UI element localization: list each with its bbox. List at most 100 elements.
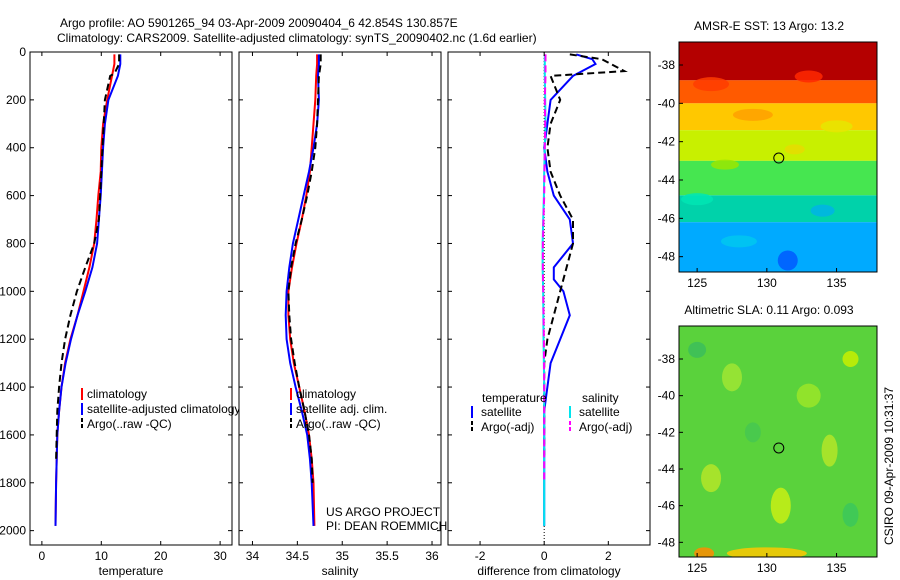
- y-tick-label: -38: [658, 58, 676, 72]
- y-tick-label: -44: [658, 173, 676, 187]
- series-temperature-satellite: [543, 53, 597, 526]
- x-tick-label: 0: [541, 549, 548, 563]
- plot-area: [239, 52, 441, 545]
- legend-label-argo-raw-qc: Argo(..raw -QC): [296, 417, 381, 431]
- legend-label-satellite-adj-clim: satellite adj. clim.: [296, 402, 387, 416]
- sst-texture: [732, 108, 773, 121]
- sst-texture: [820, 120, 853, 133]
- y-tick-label: 800: [6, 236, 26, 250]
- y-tick-label: 0: [19, 45, 26, 59]
- x-tick-label: 30: [213, 549, 227, 563]
- map-field: [679, 42, 877, 272]
- sst-band: [679, 222, 877, 272]
- map-title: Altimetric SLA: 0.11 Argo: 0.093: [684, 303, 854, 317]
- sla-texture: [688, 341, 707, 358]
- sst-band: [679, 80, 877, 104]
- y-tick-label: -48: [658, 535, 676, 549]
- y-tick-label: -38: [658, 352, 676, 366]
- map-frame: [678, 41, 878, 273]
- y-tick-label: 600: [6, 189, 26, 203]
- x-tick-label: 125: [687, 561, 707, 575]
- sla-texture: [694, 547, 715, 557]
- x-tick-label: -2: [475, 549, 486, 563]
- x-tick-label: 2: [605, 549, 612, 563]
- project-text: US ARGO PROJECT: [326, 505, 441, 519]
- series-salinity-argo-adj: [541, 54, 547, 483]
- sst-band: [679, 42, 877, 81]
- y-tick-label: 1800: [0, 476, 26, 490]
- y-tick-label: 200: [6, 93, 26, 107]
- y-tick-label: 1600: [0, 428, 26, 442]
- series-satellite-adjusted-climatology: [54, 54, 122, 526]
- figure-title-line2: Climatology: CARS2009. Satellite-adjuste…: [57, 31, 537, 45]
- argo-location-marker: [773, 442, 785, 454]
- map-field: [679, 326, 877, 557]
- sst-texture: [794, 70, 823, 83]
- sla-texture: [721, 363, 742, 392]
- x-axis-label: temperature: [99, 564, 164, 578]
- legend-label-salinity-satellite: satellite: [579, 405, 620, 419]
- legend-group-title: salinity: [582, 391, 619, 405]
- series-argo-raw-qc: [287, 54, 322, 483]
- plot-frame: [238, 51, 442, 546]
- y-tick-label: -46: [658, 499, 676, 513]
- map-frame: [678, 325, 878, 558]
- sla-texture: [842, 351, 859, 367]
- sst-texture: [784, 144, 805, 155]
- y-tick-label: 2000: [0, 524, 26, 538]
- x-tick-label: 34: [246, 549, 260, 563]
- side-stamp: CSIRO 09-Apr-2009 10:31:37: [882, 387, 896, 545]
- x-tick-label: 36: [425, 549, 439, 563]
- pi-text: PI: DEAN ROEMMICH: [326, 519, 447, 533]
- x-tick-label: 130: [757, 276, 777, 290]
- temperature-profile-panel: 0 10 20 30 0 200 400 600 800 1000 1200 1400 1600 1800…: [0, 45, 240, 578]
- sst-texture: [711, 159, 740, 170]
- y-tick-label: -44: [658, 462, 676, 476]
- sst-texture: [693, 77, 730, 92]
- sla-texture: [701, 464, 722, 493]
- y-tick-label: 1200: [0, 332, 26, 346]
- sst-texture: [810, 204, 835, 217]
- y-tick-label: -46: [658, 211, 676, 225]
- sla-texture: [821, 434, 838, 467]
- x-tick-label: 35: [336, 549, 350, 563]
- sla-texture: [744, 422, 761, 443]
- series-argo-raw-qc: [55, 54, 121, 459]
- legend-label-temperature-satellite: satellite: [481, 405, 522, 419]
- x-tick-label: 35.5: [375, 549, 399, 563]
- plot-frame: [29, 51, 233, 546]
- sst-map-panel: 125 130 135 -38 -40 -42 -44 -46 -48 AMSR-E SST: 1…: [658, 19, 878, 290]
- x-axis-label: difference from climatology: [477, 564, 620, 578]
- y-tick-label: -48: [658, 250, 676, 264]
- x-tick-label: 0: [39, 549, 46, 563]
- y-tick-label: 400: [6, 141, 26, 155]
- sst-texture: [720, 235, 757, 248]
- legend-label-argo-raw-qc: Argo(..raw -QC): [87, 417, 172, 431]
- legend-label-climatology: climatology: [87, 387, 147, 401]
- plot-frame: [447, 51, 651, 546]
- salinity-project-annotation: US ARGO PROJECT PI: DEAN ROEMMICH: [326, 505, 447, 533]
- series-satellite-adj-clim: [284, 54, 320, 526]
- y-tick-label: -42: [658, 135, 676, 149]
- figure-title-line1: Argo profile: AO 5901265_94 03-Apr-2009 …: [60, 16, 458, 30]
- y-tick-label: -40: [658, 389, 676, 403]
- plot-area: [30, 52, 232, 545]
- x-tick-label: 135: [827, 276, 847, 290]
- sla-texture: [842, 502, 859, 527]
- y-tick-label: -40: [658, 96, 676, 110]
- legend-group-title: temperature: [482, 391, 547, 405]
- legend-label-temperature-argo-adj: Argo(-adj): [481, 420, 534, 434]
- x-axis-label: salinity: [322, 564, 359, 578]
- x-tick-label: 20: [154, 549, 168, 563]
- x-tick-label: 135: [827, 561, 847, 575]
- sst-texture: [777, 250, 798, 271]
- x-tick-label: 10: [95, 549, 109, 563]
- sst-band: [679, 160, 877, 196]
- salinity-profile-panel: 34 34.5 35 35.5 36 salinity climatologysatelli…: [238, 51, 442, 578]
- sla-texture: [796, 383, 821, 408]
- x-tick-label: 130: [757, 561, 777, 575]
- map-title: AMSR-E SST: 13 Argo: 13.2: [694, 19, 844, 33]
- sla-texture: [770, 487, 791, 524]
- y-tick-label: 1000: [0, 284, 26, 298]
